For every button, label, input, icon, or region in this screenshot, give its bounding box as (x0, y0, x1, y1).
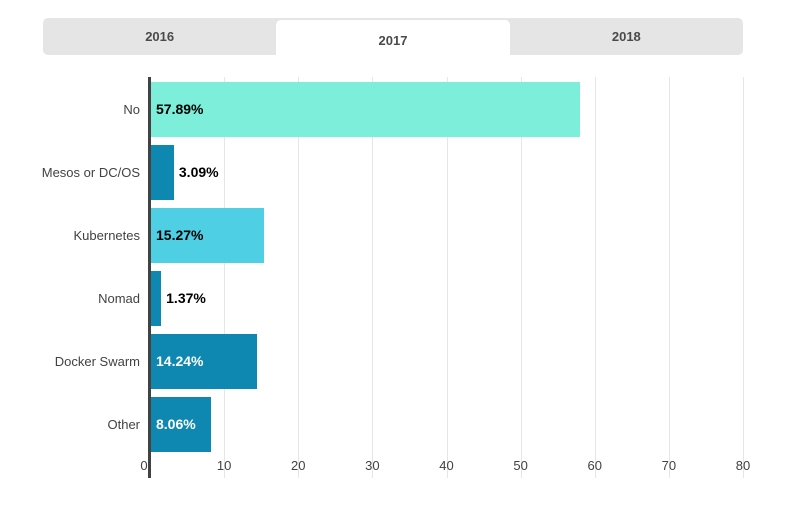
value-label-docker-swarm: 14.24% (156, 353, 204, 369)
gridline (743, 77, 744, 478)
bar-mesos-or-dc-os (151, 145, 174, 200)
bar-other (151, 397, 211, 452)
x-tick-label-60: 60 (587, 458, 602, 473)
x-tick-label-40: 40 (439, 458, 454, 473)
tab-2017[interactable]: 2017 (276, 20, 510, 61)
bar-kubernetes (151, 208, 265, 263)
gridline (668, 77, 670, 478)
x-tick-label-0: 0 (140, 458, 148, 473)
value-label-nomad: 1.37% (166, 290, 206, 306)
x-tick-label-20: 20 (291, 458, 306, 473)
x-tick-label-10: 10 (216, 458, 232, 473)
x-tick-label-70: 70 (661, 458, 677, 473)
value-label-no: 57.89% (156, 101, 204, 117)
gridline (594, 77, 596, 478)
category-label-mesos-or-dc-os: Mesos or DC/OS (41, 165, 140, 180)
gridline (372, 77, 374, 478)
x-tick-label-50: 50 (513, 458, 528, 473)
gridline (520, 77, 522, 478)
tab-2016[interactable]: 2016 (145, 29, 175, 44)
bar-no (151, 82, 581, 137)
category-label-docker-swarm: Docker Swarm (54, 354, 140, 369)
year-tab-bar: 2016 2017 2018 (43, 18, 743, 61)
value-label-mesos-or-dc-os: 3.09% (178, 164, 219, 180)
bar-docker-swarm (151, 334, 257, 389)
value-label-other: 8.06% (156, 416, 196, 432)
gridline (446, 77, 448, 478)
tab-2018[interactable]: 2018 (611, 29, 641, 44)
category-label-nomad: Nomad (98, 291, 140, 306)
category-label-no: No (123, 102, 140, 117)
y-axis-line (148, 77, 151, 478)
bar-nomad (151, 271, 162, 326)
gridline (298, 77, 300, 478)
gridline (224, 77, 226, 478)
category-label-other: Other (107, 417, 140, 432)
category-label-kubernetes: Kubernetes (73, 228, 141, 243)
value-label-kubernetes: 15.27% (156, 227, 204, 243)
x-tick-label-80: 80 (735, 458, 751, 473)
x-tick-label-30: 30 (365, 458, 380, 473)
